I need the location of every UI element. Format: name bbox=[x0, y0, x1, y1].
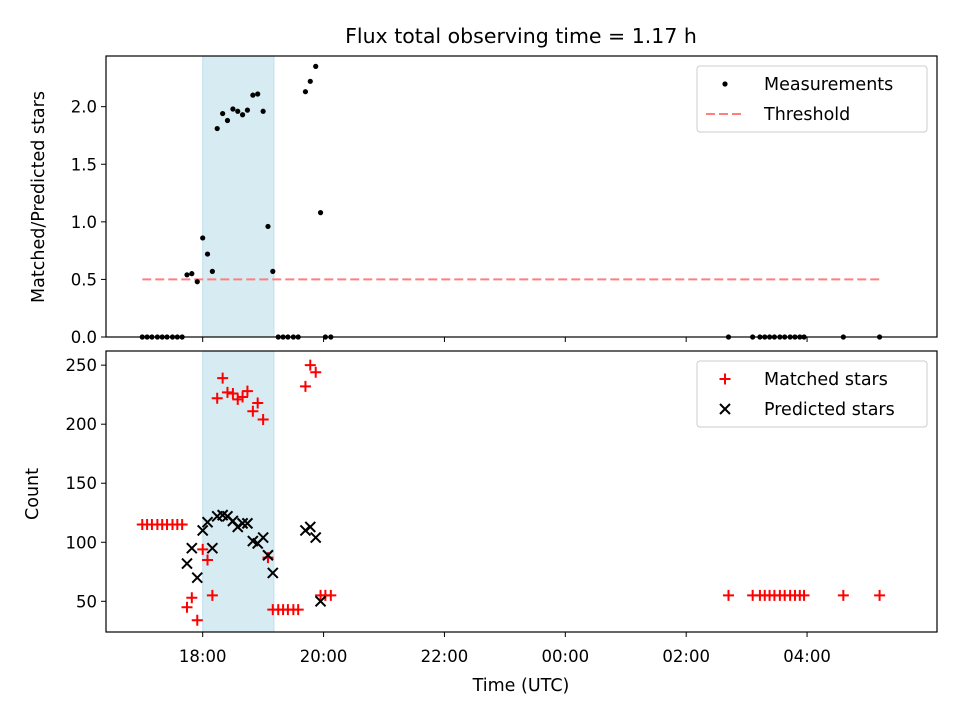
predicted-star-point bbox=[241, 517, 254, 530]
legend-label: Measurements bbox=[764, 75, 893, 95]
panel-ratio: 0.00.51.01.52.0 Matched/Predicted stars … bbox=[29, 55, 938, 347]
measurement-point bbox=[209, 268, 215, 274]
matched-star-point bbox=[310, 366, 322, 378]
y-tick-label-count: 100 bbox=[66, 533, 98, 552]
y-axis-label-ratio: Matched/Predicted stars bbox=[29, 91, 49, 303]
matched-star-point bbox=[252, 397, 264, 409]
measurement-point bbox=[307, 78, 313, 84]
y-axis-label-count: Count bbox=[23, 468, 43, 520]
measurement-point bbox=[302, 89, 309, 95]
measurement-point bbox=[189, 271, 195, 277]
panel-count-frame bbox=[105, 350, 938, 633]
matched-star-point bbox=[227, 388, 239, 400]
predicted-star-point bbox=[236, 517, 249, 530]
predicted-star-point bbox=[257, 531, 269, 544]
legend-marker-measurements bbox=[722, 81, 728, 87]
matched-star-point bbox=[237, 391, 249, 403]
matched-star-point bbox=[241, 385, 253, 397]
predicted-star-point bbox=[201, 516, 214, 528]
matched-star-point bbox=[299, 380, 311, 392]
matched-star-point bbox=[206, 589, 218, 601]
matched-star-point bbox=[247, 405, 259, 417]
predicted-star-point bbox=[181, 557, 193, 570]
matched-star-point bbox=[292, 604, 304, 616]
measurement-point bbox=[194, 279, 200, 285]
predicted-star-point bbox=[262, 549, 274, 561]
predicted-star-point bbox=[196, 524, 209, 537]
predicted-star-point bbox=[304, 521, 316, 533]
legend-marker-predicted bbox=[719, 403, 731, 415]
legend-box bbox=[696, 65, 928, 133]
y-tick-label-ratio: 1.0 bbox=[71, 213, 97, 232]
y-tick-label-count: 50 bbox=[76, 592, 97, 611]
x-axis-label: Time (UTC) bbox=[472, 676, 570, 696]
y-tick-label-ratio: 0.0 bbox=[71, 328, 97, 347]
predicted-star-point bbox=[191, 571, 203, 584]
panel-count: 18:00 20:00 22:00 00:00 02:00 04:00 50 100 150 2… bbox=[23, 350, 938, 666]
measurement-point bbox=[224, 117, 231, 124]
measurement-point bbox=[204, 251, 211, 257]
matched-star-point bbox=[221, 386, 233, 398]
matched-star-point bbox=[232, 393, 244, 405]
legend-label: Threshold bbox=[763, 105, 850, 125]
matched-star-point bbox=[837, 589, 849, 601]
x-tick-label: 04:00 bbox=[783, 647, 831, 666]
matched-star-point bbox=[325, 589, 337, 601]
measurement-point bbox=[239, 112, 246, 118]
matched-star-point bbox=[211, 392, 223, 404]
measurement-point bbox=[230, 106, 236, 112]
legend-label: Predicted stars bbox=[764, 400, 895, 420]
matched-star-point bbox=[202, 554, 214, 566]
predicted-star-point bbox=[310, 531, 322, 544]
predicted-star-point bbox=[267, 567, 279, 579]
measurement-point bbox=[265, 223, 271, 230]
matched-star-point bbox=[176, 519, 188, 531]
matched-star-point bbox=[874, 589, 886, 601]
measurement-point bbox=[235, 108, 241, 114]
legend-ratio: Measurements Threshold bbox=[696, 65, 928, 133]
x-tick-label: 22:00 bbox=[421, 647, 469, 666]
measurement-point bbox=[244, 107, 251, 113]
x-tick-label: 00:00 bbox=[542, 647, 590, 666]
measurement-point bbox=[260, 108, 266, 114]
matched-star-point bbox=[798, 589, 810, 601]
y-tick-label-ratio: 1.5 bbox=[71, 155, 97, 174]
observing-span-ratio bbox=[202, 55, 275, 338]
matched-star-point bbox=[304, 359, 316, 371]
measurement-point bbox=[200, 235, 206, 241]
predicted-star-point bbox=[186, 542, 198, 554]
predicted-star-point bbox=[314, 595, 327, 608]
legend-marker-matched bbox=[719, 373, 731, 385]
matched-star-point bbox=[181, 601, 193, 613]
measurement-point bbox=[184, 272, 190, 278]
matched-star-point bbox=[217, 372, 229, 384]
measurement-point bbox=[313, 63, 319, 69]
y-tick-label-ratio: 2.0 bbox=[71, 98, 97, 117]
panel-ratio-frame bbox=[105, 55, 938, 338]
y-tick-label-count: 250 bbox=[66, 356, 98, 375]
legend-count: Matched stars Predicted stars bbox=[696, 360, 928, 428]
measurement-point bbox=[250, 92, 256, 98]
y-tick-label-count: 200 bbox=[66, 415, 98, 434]
measurement-point bbox=[220, 110, 226, 117]
matched-star-point bbox=[722, 589, 734, 601]
matched-star-point bbox=[191, 614, 203, 626]
y-tick-label-count: 150 bbox=[66, 474, 98, 493]
legend-label: Matched stars bbox=[764, 370, 888, 390]
measurement-point bbox=[214, 125, 220, 132]
measurement-point bbox=[255, 91, 261, 97]
x-tick-label: 18:00 bbox=[179, 647, 227, 666]
y-tick-label-ratio: 0.5 bbox=[71, 270, 97, 289]
matched-star-point bbox=[197, 543, 209, 555]
measurement-point bbox=[317, 210, 324, 216]
predicted-star-point bbox=[206, 542, 219, 554]
measurement-point bbox=[270, 268, 276, 274]
legend-box bbox=[696, 360, 928, 428]
chart-title: Flux total observing time = 1.17 h bbox=[345, 24, 697, 48]
x-tick-label: 20:00 bbox=[300, 647, 348, 666]
matched-star-point bbox=[186, 592, 198, 604]
matched-star-point bbox=[257, 413, 269, 425]
x-tick-label: 02:00 bbox=[662, 647, 710, 666]
